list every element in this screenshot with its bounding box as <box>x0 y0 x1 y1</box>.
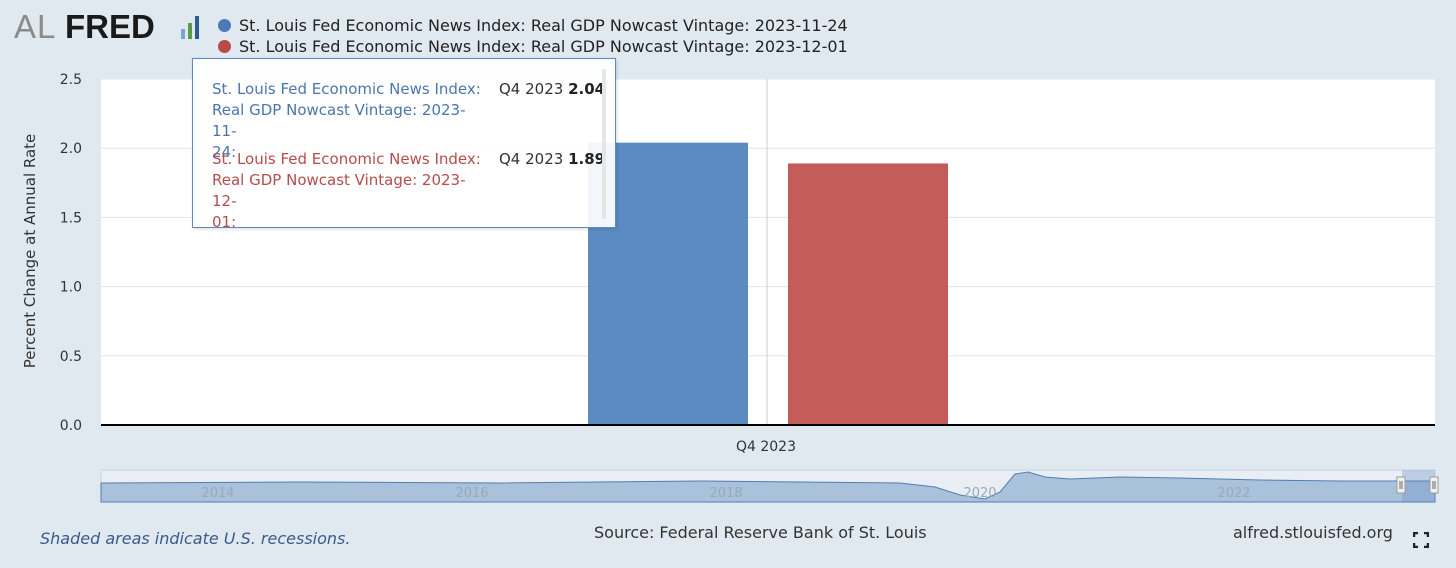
tooltip-series-1-value: Q4 2023 2.04 <box>499 79 605 100</box>
tooltip-series-1-name-line-3: 24: <box>212 143 237 161</box>
legend-label-series-2: St. Louis Fed Economic News Index: Real … <box>239 37 848 56</box>
recession-note: Shaded areas indicate U.S. recessions. <box>40 529 351 548</box>
navigator-handle-left[interactable] <box>1396 476 1406 494</box>
bars-group <box>588 142 948 425</box>
tooltip-series-1-name-line-2: Real GDP Nowcast Vintage: 2023-11- <box>212 101 466 140</box>
alfred-logo[interactable]: AL FRED <box>14 8 204 44</box>
y-axis-label: Percent Change at Annual Rate <box>21 134 39 369</box>
navigator-tick-label: 2016 <box>455 486 488 501</box>
tooltip-series-2-name-line-1: St. Louis Fed Economic News Index: <box>212 150 481 168</box>
tooltip-series-2-value: Q4 2023 1.89 <box>499 149 605 170</box>
navigator-tick-label: 2014 <box>201 486 234 501</box>
logo-al-text: AL <box>14 8 56 44</box>
bar-series-2[interactable] <box>788 163 948 425</box>
legend-marker-series-2 <box>218 40 231 53</box>
legend-marker-series-1 <box>218 19 231 32</box>
chart-legend: St. Louis Fed Economic News Index: Real … <box>218 15 848 57</box>
tooltip-series-2-name-line-2: Real GDP Nowcast Vintage: 2023-12- <box>212 171 466 210</box>
site-url[interactable]: alfred.stlouisfed.org <box>1233 523 1393 542</box>
logo-fred-text: FRED <box>65 8 155 44</box>
y-tick-label: 2.5 <box>60 72 82 88</box>
tooltip-series-2-name-line-3: 01: <box>212 213 237 231</box>
y-tick-label: 1.5 <box>60 210 82 226</box>
tooltip: St. Louis Fed Economic News Index: Real … <box>192 58 616 231</box>
tooltip-series-1-number: 2.04 <box>568 80 606 98</box>
logo-bar-icon-2 <box>188 23 192 39</box>
y-axis-ticks: 0.0 0.5 1.0 1.5 2.0 2.5 <box>60 72 82 434</box>
x-axis-tick-label: Q4 2023 <box>736 439 796 455</box>
logo-bar-icon-1 <box>181 29 185 39</box>
tooltip-series-2-period: Q4 2023 <box>499 150 569 168</box>
navigator-ticks: 2014 2016 2018 2020 2022 <box>201 486 1250 501</box>
navigator-tick-label: 2020 <box>963 486 996 501</box>
tooltip-series-2-name: St. Louis Fed Economic News Index: Real … <box>212 149 482 233</box>
y-tick-label: 0.5 <box>60 349 82 365</box>
navigator-series-area <box>100 471 1436 503</box>
tooltip-series-1-period: Q4 2023 <box>499 80 569 98</box>
navigator-handle-right[interactable] <box>1429 476 1439 494</box>
legend-item-series-2[interactable]: St. Louis Fed Economic News Index: Real … <box>218 36 848 57</box>
navigator-tick-label: 2022 <box>1217 486 1250 501</box>
y-tick-label: 0.0 <box>60 418 82 434</box>
tooltip-series-1-name: St. Louis Fed Economic News Index: Real … <box>212 79 482 163</box>
tooltip-series-1-name-line-1: St. Louis Fed Economic News Index: <box>212 80 481 98</box>
navigator-tick-label: 2018 <box>709 486 742 501</box>
source-text: Source: Federal Reserve Bank of St. Loui… <box>594 523 927 542</box>
legend-item-series-1[interactable]: St. Louis Fed Economic News Index: Real … <box>218 15 848 36</box>
legend-label-series-1: St. Louis Fed Economic News Index: Real … <box>239 16 848 35</box>
tooltip-scrollbar[interactable] <box>602 69 606 219</box>
fullscreen-icon[interactable] <box>1413 532 1429 548</box>
logo-bar-icon-3 <box>195 16 199 39</box>
y-tick-label: 2.0 <box>60 141 82 157</box>
y-tick-label: 1.0 <box>60 280 82 296</box>
tooltip-series-2-number: 1.89 <box>568 150 606 168</box>
